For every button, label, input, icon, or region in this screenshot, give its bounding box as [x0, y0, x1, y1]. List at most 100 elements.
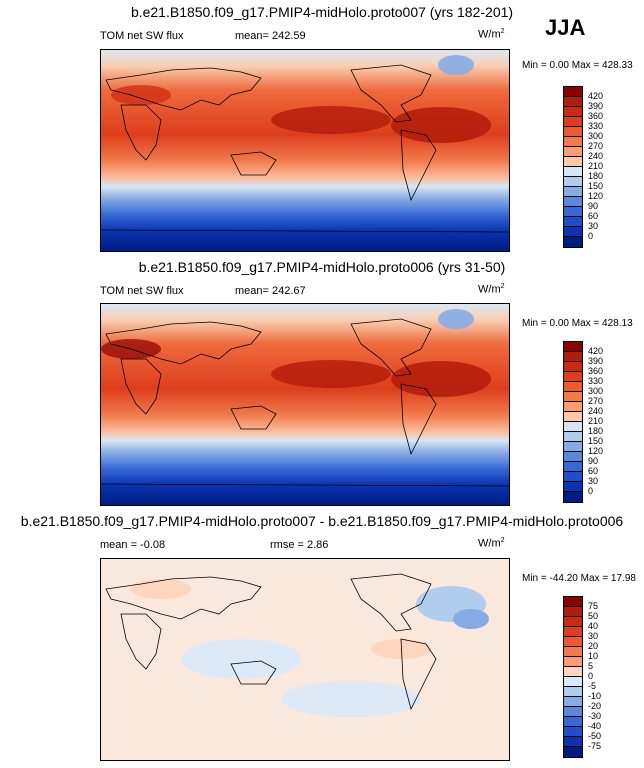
panel1-antarctica — [101, 229, 509, 233]
panel3-africa — [120, 613, 162, 670]
colorbar-tick-label: 360 — [588, 111, 604, 121]
colorbar-tick-label: 30 — [588, 631, 599, 641]
colorbar-swatch — [564, 462, 582, 472]
panel2-greenland-low — [438, 309, 474, 329]
colorbar-swatch — [564, 737, 582, 747]
panel1-units: W/m2 — [478, 28, 505, 41]
panel3-map-svg — [101, 559, 509, 760]
colorbar-swatch — [564, 217, 582, 227]
colorbar-swatch — [564, 687, 582, 697]
colorbar-tick-label: 390 — [588, 356, 604, 366]
panel1-south-america — [400, 129, 437, 202]
colorbar-swatch — [564, 352, 582, 362]
panel1-north-america — [350, 64, 432, 123]
colorbar-tick-label: 300 — [588, 386, 604, 396]
colorbar-swatch — [564, 422, 582, 432]
colorbar-swatch — [564, 127, 582, 137]
panel3-eurasia — [105, 576, 262, 620]
panel1-australia — [230, 151, 277, 176]
panel3-north-america — [350, 573, 432, 632]
colorbar-tick-label: 180 — [588, 171, 604, 181]
colorbar-swatch — [564, 227, 582, 237]
panel1-colorbar — [563, 86, 583, 248]
colorbar-swatch — [564, 677, 582, 687]
colorbar-swatch — [564, 647, 582, 657]
colorbar-tick-label: 330 — [588, 121, 604, 131]
panel2-center-label: mean= 242.67 — [235, 285, 306, 297]
colorbar-swatch — [564, 117, 582, 127]
panel2-title: b.e21.B1850.f09_g17.PMIP4-midHolo.proto0… — [138, 259, 506, 275]
colorbar-swatch — [564, 472, 582, 482]
colorbar-swatch — [564, 97, 582, 107]
colorbar-tick-label: 10 — [588, 651, 599, 661]
colorbar-swatch — [564, 392, 582, 402]
panel3-pos-atlantic — [371, 639, 431, 659]
colorbar-swatch — [564, 167, 582, 177]
colorbar-tick-label: 330 — [588, 376, 604, 386]
colorbar-tick-label: 60 — [588, 466, 599, 476]
colorbar-swatch — [564, 147, 582, 157]
season-label: JJA — [545, 15, 586, 40]
colorbar-swatch — [564, 362, 582, 372]
colorbar-swatch — [564, 482, 582, 492]
colorbar-swatch — [564, 747, 582, 757]
colorbar-swatch — [564, 137, 582, 147]
colorbar-tick-label: -50 — [588, 731, 602, 741]
colorbar-swatch — [564, 627, 582, 637]
colorbar-swatch — [564, 717, 582, 727]
panel3-neg-indian — [181, 639, 301, 679]
panel2-min-max: Min = 0.00 Max = 428.13 — [522, 318, 633, 329]
colorbar-swatch — [564, 402, 582, 412]
colorbar-tick-label: 180 — [588, 426, 604, 436]
colorbar-tick-label: 120 — [588, 446, 604, 456]
colorbar-swatch — [564, 667, 582, 677]
colorbar-tick-label: 0 — [588, 671, 594, 681]
colorbar-swatch — [564, 597, 582, 607]
colorbar-tick-label: 90 — [588, 456, 599, 466]
colorbar-swatch — [564, 452, 582, 462]
colorbar-tick-label: -10 — [588, 691, 602, 701]
colorbar-swatch — [564, 637, 582, 647]
panel1-min-max: Min = 0.00 Max = 428.33 — [522, 60, 633, 71]
colorbar-swatch — [564, 727, 582, 737]
panel1-coastlines — [101, 64, 509, 233]
panel2-eurasia — [105, 321, 262, 365]
colorbar-tick-label: 120 — [588, 191, 604, 201]
panel1-maxima-atlantic — [391, 107, 491, 143]
colorbar-swatch — [564, 697, 582, 707]
colorbar-swatch — [564, 342, 582, 352]
colorbar-swatch — [564, 432, 582, 442]
panel2-maxima-atlantic — [391, 361, 491, 397]
colorbar-tick-label: 50 — [588, 611, 599, 621]
panel2-africa — [120, 358, 162, 415]
colorbar-tick-label: 90 — [588, 201, 599, 211]
panel2-australia — [230, 405, 277, 430]
panel2-units: W/m2 — [478, 283, 505, 296]
colorbar-tick-label: -30 — [588, 711, 602, 721]
panel1-map — [100, 49, 510, 252]
panel1-title: b.e21.B1850.f09_g17.PMIP4-midHolo.proto0… — [130, 4, 514, 20]
colorbar-tick-label: 75 — [588, 601, 599, 611]
colorbar-tick-label: 5 — [588, 661, 594, 671]
panel1-field — [101, 50, 509, 251]
panel2-map-svg — [101, 304, 509, 505]
panel3-colorbar — [563, 596, 583, 758]
colorbar-tick-label: 240 — [588, 406, 604, 416]
panel3-title: b.e21.B1850.f09_g17.PMIP4-midHolo.proto0… — [20, 513, 624, 529]
panel1-eurasia — [105, 67, 262, 111]
panel2-coastlines — [101, 318, 509, 487]
panel2-left-label: TOM net SW flux — [100, 285, 184, 297]
colorbar-tick-label: 240 — [588, 151, 604, 161]
colorbar-tick-label: 270 — [588, 396, 604, 406]
colorbar-tick-label: 270 — [588, 141, 604, 151]
colorbar-swatch — [564, 207, 582, 217]
panel1-greenland-low — [438, 55, 474, 75]
colorbar-tick-label: -75 — [588, 741, 602, 751]
panel2-colorbar — [563, 341, 583, 503]
panel3-australia — [230, 660, 277, 685]
panel1-maxima-africa — [111, 85, 171, 105]
colorbar-tick-label: 300 — [588, 131, 604, 141]
colorbar-tick-label: 420 — [588, 346, 604, 356]
colorbar-swatch — [564, 657, 582, 667]
panel3-neg-south — [281, 681, 421, 717]
